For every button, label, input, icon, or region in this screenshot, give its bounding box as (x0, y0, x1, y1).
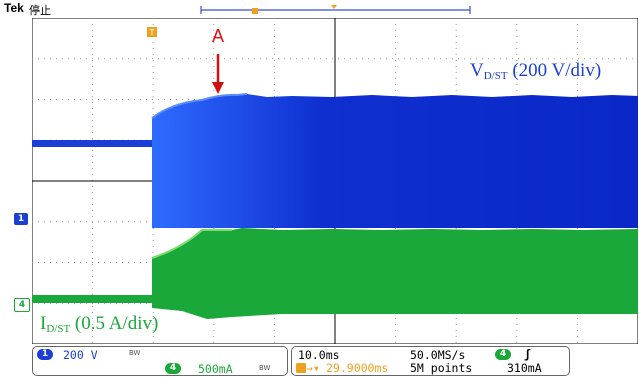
record-overview[interactable] (0, 0, 639, 20)
ch1-ground-marker[interactable]: 1 (14, 213, 28, 225)
ch1-voltage-waveform (32, 93, 638, 228)
timebase-readout[interactable]: 10.0ms 50.0MS/s 4 ʃ →▾ 29.9000ms 5M poin… (291, 346, 570, 376)
ch4-scale: 500mA (198, 362, 233, 376)
readout-bar: 1 200 V BW 4 500mA BW 10.0ms 50.0MS/s 4 … (0, 344, 639, 377)
ch4-badge: 4 (165, 363, 181, 374)
event-a-label: A (212, 26, 225, 46)
voltage-annotation: VD/ST (200 V/div) (470, 60, 602, 82)
trigger-position: 29.9000ms (326, 361, 389, 375)
waveform-display[interactable]: T (32, 18, 638, 344)
ch1-bw-limit: BW (129, 349, 141, 357)
record-length: 5M points (410, 361, 473, 375)
trigger-channel-badge: 4 (495, 349, 511, 360)
trigger-position-marker[interactable]: T (147, 27, 157, 37)
svg-text:T: T (149, 28, 155, 37)
ch1-badge: 1 (37, 349, 53, 360)
top-status-bar: Tek 停止 (0, 0, 639, 18)
ch1-scale: 200 V (63, 348, 98, 362)
current-annotation: ID/ST (0.5 A/div) (40, 313, 159, 335)
sample-rate: 50.0MS/s (410, 348, 466, 362)
trigger-offset-icon (296, 363, 306, 373)
ch4-bw-limit: BW (259, 364, 271, 372)
brand-logo: Tek (4, 1, 24, 15)
acquisition-status: 停止 (29, 4, 51, 17)
trigger-arrow-icon: →▾ (306, 361, 320, 375)
ch4-ground-marker[interactable]: 4 (14, 298, 30, 312)
ch4-current-waveform (32, 228, 638, 319)
rising-edge-icon: ʃ (524, 347, 531, 361)
horizontal-scale: 10.0ms (298, 348, 340, 362)
trigger-level: 310mA (507, 361, 542, 375)
channel-readout[interactable]: 1 200 V BW 4 500mA BW (32, 346, 288, 376)
event-a-arrow (212, 54, 224, 94)
